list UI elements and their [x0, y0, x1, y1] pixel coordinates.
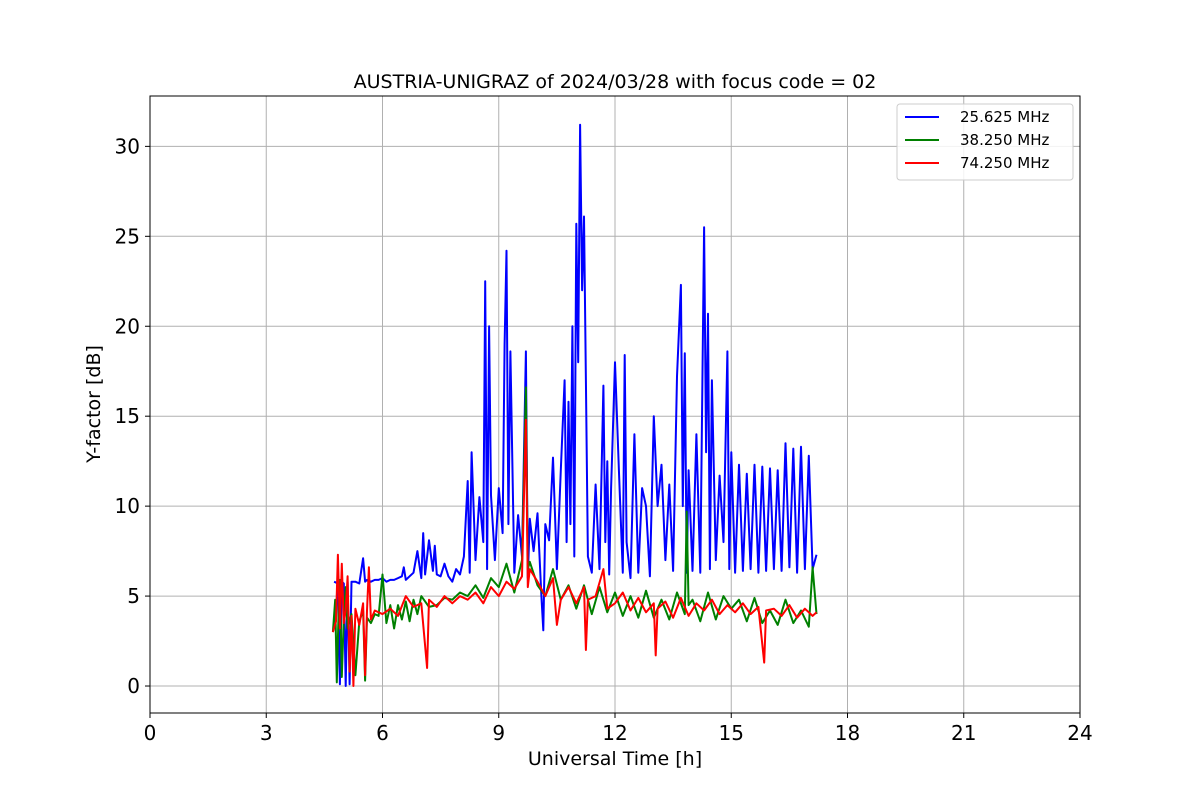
x-tick-label: 15 [719, 721, 744, 745]
y-tick-label: 15 [115, 404, 140, 428]
legend-label: 25.625 MHz [960, 108, 1049, 126]
series-line-2 [331, 418, 818, 687]
y-tick-label: 25 [115, 224, 140, 248]
y-tick-label: 10 [115, 494, 140, 518]
x-tick-label: 12 [602, 721, 627, 745]
legend: 25.625 MHz 38.250 MHz 74.250 MHz [896, 103, 1074, 181]
legend-box [896, 103, 1074, 181]
legend-label: 74.250 MHz [960, 154, 1049, 172]
x-tick-label: 18 [835, 721, 860, 745]
plot-series [331, 123, 818, 687]
y-tick-label: 30 [115, 134, 140, 158]
y-axis-label: Y-factor [dB] [83, 345, 105, 464]
x-tick-label: 0 [144, 721, 157, 745]
series-line-0 [333, 123, 818, 687]
y-tick-label: 20 [115, 314, 140, 338]
x-axis-label: Universal Time [h] [528, 748, 702, 770]
x-tick-label: 24 [1067, 721, 1092, 745]
legend-label: 38.250 MHz [960, 131, 1049, 149]
x-tick-label: 6 [376, 721, 389, 745]
axis-ticks: 0 3 6 9 12 15 18 21 24 0 5 10 15 20 25 30 [115, 134, 1093, 745]
x-tick-label: 9 [492, 721, 505, 745]
y-tick-label: 5 [127, 584, 140, 608]
x-tick-label: 3 [260, 721, 273, 745]
x-tick-label: 21 [951, 721, 976, 745]
chart-title: AUSTRIA-UNIGRAZ of 2024/03/28 with focus… [354, 71, 877, 93]
y-tick-label: 0 [127, 674, 140, 698]
